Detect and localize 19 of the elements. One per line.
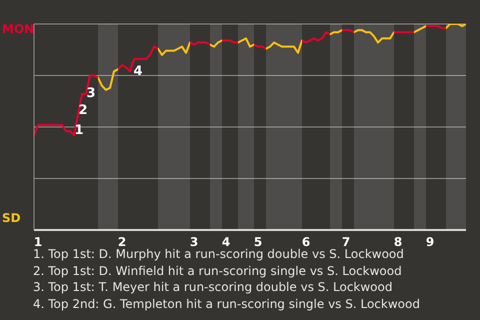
annotation: 1 xyxy=(73,123,85,139)
text: SD xyxy=(2,211,21,225)
x-tick-label: 1 xyxy=(34,235,42,249)
annotation: 4 xyxy=(132,64,144,80)
x-tick-label: 7 xyxy=(342,235,350,249)
text: 1. Top 1st: D. Murphy hit a run-scoring double vs S. Lockwood xyxy=(33,246,405,262)
x-tick-label: 6 xyxy=(302,235,310,249)
annotation: MON xyxy=(2,22,34,36)
annotation: 2 xyxy=(77,103,89,119)
text: 4. Top 2nd: G. Templeton hit a run-scoring single vs S. Lockwood xyxy=(33,296,420,312)
text: 3. Top 1st: T. Meyer hit a run-scoring double vs S. Lockwood xyxy=(33,279,394,296)
text: 2. Top 1st: D. Winfield hit a run-scoring single vs S. Lockwood xyxy=(33,262,403,279)
x-tick-label: 5 xyxy=(254,235,262,249)
x-tick-label: 4 xyxy=(222,235,230,249)
annotation: 3 xyxy=(85,86,97,102)
x-tick-label: 2 xyxy=(118,235,126,249)
x-tick-label: 8 xyxy=(394,235,402,249)
x-tick-label: 9 xyxy=(426,235,434,249)
x-tick-label: 3 xyxy=(190,235,198,249)
